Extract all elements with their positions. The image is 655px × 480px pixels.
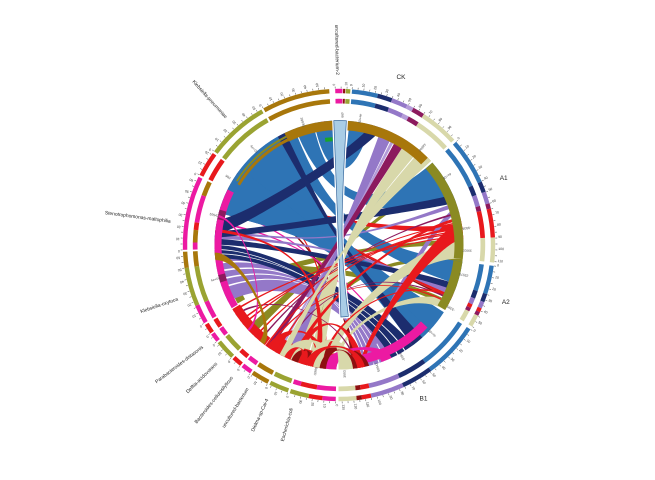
svg-text:10: 10 bbox=[176, 237, 180, 241]
svg-text:90: 90 bbox=[498, 235, 502, 239]
svg-text:A2: A2 bbox=[502, 299, 510, 306]
svg-text:120: 120 bbox=[353, 403, 358, 409]
svg-text:20: 20 bbox=[310, 402, 315, 407]
svg-text:10: 10 bbox=[361, 83, 366, 87]
svg-text:60: 60 bbox=[176, 256, 180, 260]
svg-text:50: 50 bbox=[177, 268, 181, 273]
svg-text:20: 20 bbox=[176, 225, 180, 229]
svg-text:0: 0 bbox=[335, 404, 339, 406]
svg-text:A1: A1 bbox=[500, 175, 508, 182]
svg-text:10: 10 bbox=[344, 82, 348, 86]
svg-text:uncultured-bacterium-2: uncultured-bacterium-2 bbox=[333, 25, 340, 76]
svg-text:499: 499 bbox=[340, 112, 344, 118]
svg-text:50: 50 bbox=[315, 83, 319, 87]
svg-text:CK: CK bbox=[396, 74, 406, 81]
svg-text:10: 10 bbox=[322, 404, 326, 408]
svg-text:80: 80 bbox=[497, 223, 501, 227]
svg-text:0: 0 bbox=[332, 84, 336, 86]
svg-text:39937: 39937 bbox=[462, 248, 472, 252]
svg-text:0: 0 bbox=[178, 249, 180, 253]
svg-text:130: 130 bbox=[341, 404, 345, 410]
svg-text:3993: 3993 bbox=[343, 370, 347, 378]
svg-text:100: 100 bbox=[498, 247, 504, 251]
svg-text:B1: B1 bbox=[420, 396, 428, 403]
